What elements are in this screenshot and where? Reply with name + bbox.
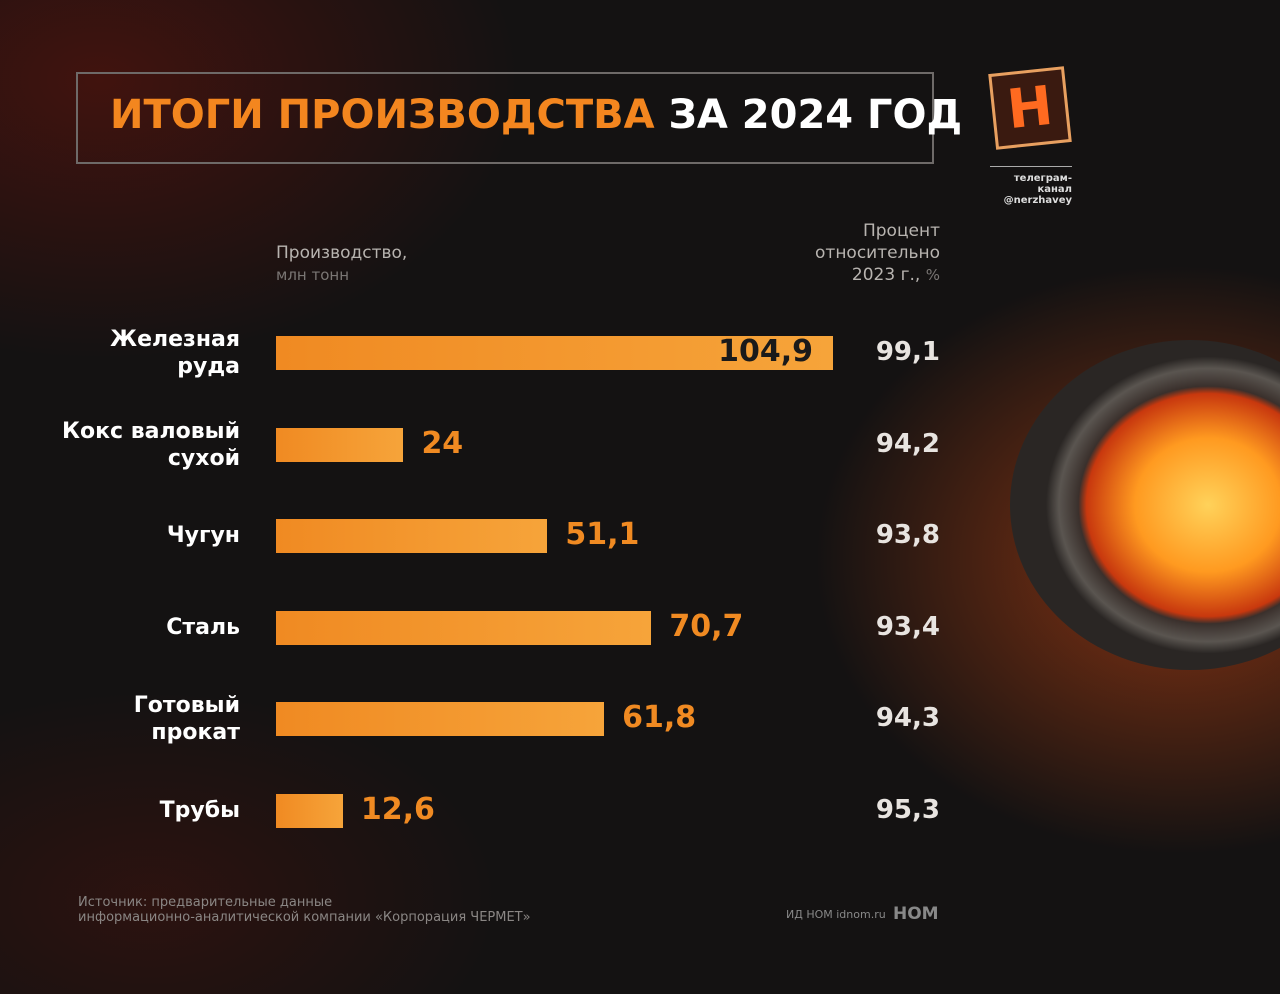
category-label: Сталь — [166, 614, 240, 640]
ladle-illustration — [1010, 340, 1280, 670]
value-label: 12,6 — [360, 792, 435, 827]
bar — [276, 519, 548, 554]
percent-value: 99,1 — [875, 337, 940, 367]
source: Источник: предварительные данные информа… — [78, 895, 531, 925]
bar — [276, 427, 404, 462]
category-label: Железная руда — [110, 327, 240, 379]
value-header: Производство, млн тонн — [276, 242, 407, 286]
category-label: Чугун — [166, 523, 240, 549]
category-label: Готовый прокат — [133, 693, 240, 746]
category-label: Трубы — [159, 798, 240, 823]
publisher-logo: НОМ — [893, 904, 939, 924]
percent-value: 93,4 — [875, 611, 940, 642]
bar — [276, 610, 652, 645]
value-label: 51,1 — [565, 517, 640, 553]
publisher: ИД НОМ idnom.ru — [786, 908, 886, 921]
title: ИТОГИ ПРОИЗВОДСТВА ЗА 2024 ГОД — [110, 92, 962, 138]
value-label: 61,8 — [622, 700, 697, 736]
value-label: 24 — [421, 425, 464, 461]
title-frame — [76, 72, 934, 164]
value-unit: млн тонн — [276, 266, 350, 284]
bar — [276, 336, 834, 370]
percent-value: 94,2 — [875, 428, 940, 459]
channel: телеграм-канал @nerzhavey — [990, 166, 1072, 206]
title-suffix: ЗА 2024 ГОД — [668, 92, 963, 138]
percent-value: 94,3 — [875, 703, 940, 734]
title-main: ИТОГИ ПРОИЗВОДСТВА — [110, 92, 655, 138]
percent-value: 93,8 — [875, 520, 940, 551]
value-label: 70,7 — [669, 608, 744, 644]
percent-header: Процент относительно 2023 г., % — [760, 220, 940, 286]
value-header-text: Производство, — [276, 243, 408, 263]
percent-header-text: Процент относительно 2023 г., — [815, 221, 940, 285]
value-label: 104,9 — [718, 334, 814, 369]
bar — [276, 794, 343, 828]
bar — [276, 702, 605, 737]
percent-value: 95,3 — [875, 795, 940, 825]
percent-unit: % — [925, 266, 940, 284]
category-label: Кокс валовый сухой — [62, 418, 240, 471]
logo: H — [988, 66, 1072, 150]
